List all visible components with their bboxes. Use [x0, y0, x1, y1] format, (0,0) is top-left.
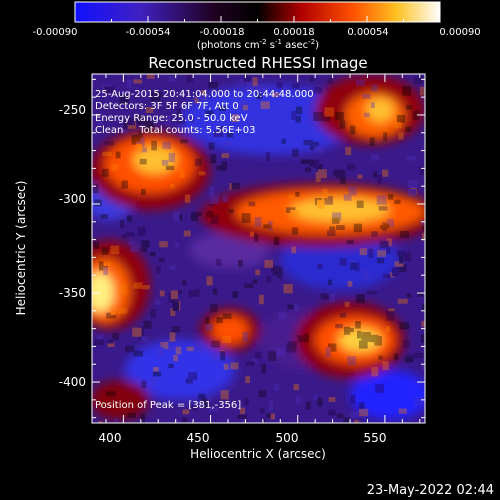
- axis-ticks: [92, 74, 425, 423]
- x-tick-400: 400: [99, 431, 122, 445]
- colorbar-label-4: 0.00054: [347, 27, 388, 38]
- plot-title: Reconstructed RHESSI Image: [148, 54, 367, 72]
- y-tick-400: -400: [59, 375, 86, 389]
- y-tick-350: -350: [59, 286, 86, 300]
- x-tick-550: 550: [364, 431, 387, 445]
- x-axis-label: Heliocentric X (arcsec): [190, 447, 326, 461]
- plot-frame: [91, 73, 426, 424]
- colorbar-label-0: -0.00090: [33, 27, 78, 38]
- colorbar-label-2: -0.00018: [200, 27, 245, 38]
- footer-timestamp: 23-May-2022 02:44: [367, 483, 494, 498]
- colorbar-label-5: 0.00090: [439, 27, 480, 38]
- annotation-peak-position: Position of Peak = [381,-356]: [95, 400, 241, 411]
- annotation-detectors: Detectors: 3F 5F 6F 7F, Att 0: [95, 101, 239, 112]
- annotation-clean: Clean Total counts: 5.56E+03: [95, 125, 255, 136]
- rhessi-image: [92, 74, 425, 423]
- annotation-time-range: 25-Aug-2015 20:41:04.000 to 20:44:48.000: [95, 89, 314, 100]
- colorbar-unit: (photons cm-2 s-1 asec-2): [197, 38, 319, 51]
- colorbar-label-1: -0.00054: [126, 27, 171, 38]
- y-tick-300: -300: [59, 192, 86, 206]
- x-tick-450: 450: [187, 431, 210, 445]
- y-tick-250: -250: [59, 103, 86, 117]
- x-tick-500: 500: [276, 431, 299, 445]
- annotation-energy: Energy Range: 25.0 - 50.0 keV: [95, 113, 248, 124]
- colorbar-ticks: [74, 16, 441, 22]
- colorbar-label-3: 0.00018: [273, 27, 314, 38]
- y-axis-label: Heliocentric Y (arcsec): [14, 181, 28, 316]
